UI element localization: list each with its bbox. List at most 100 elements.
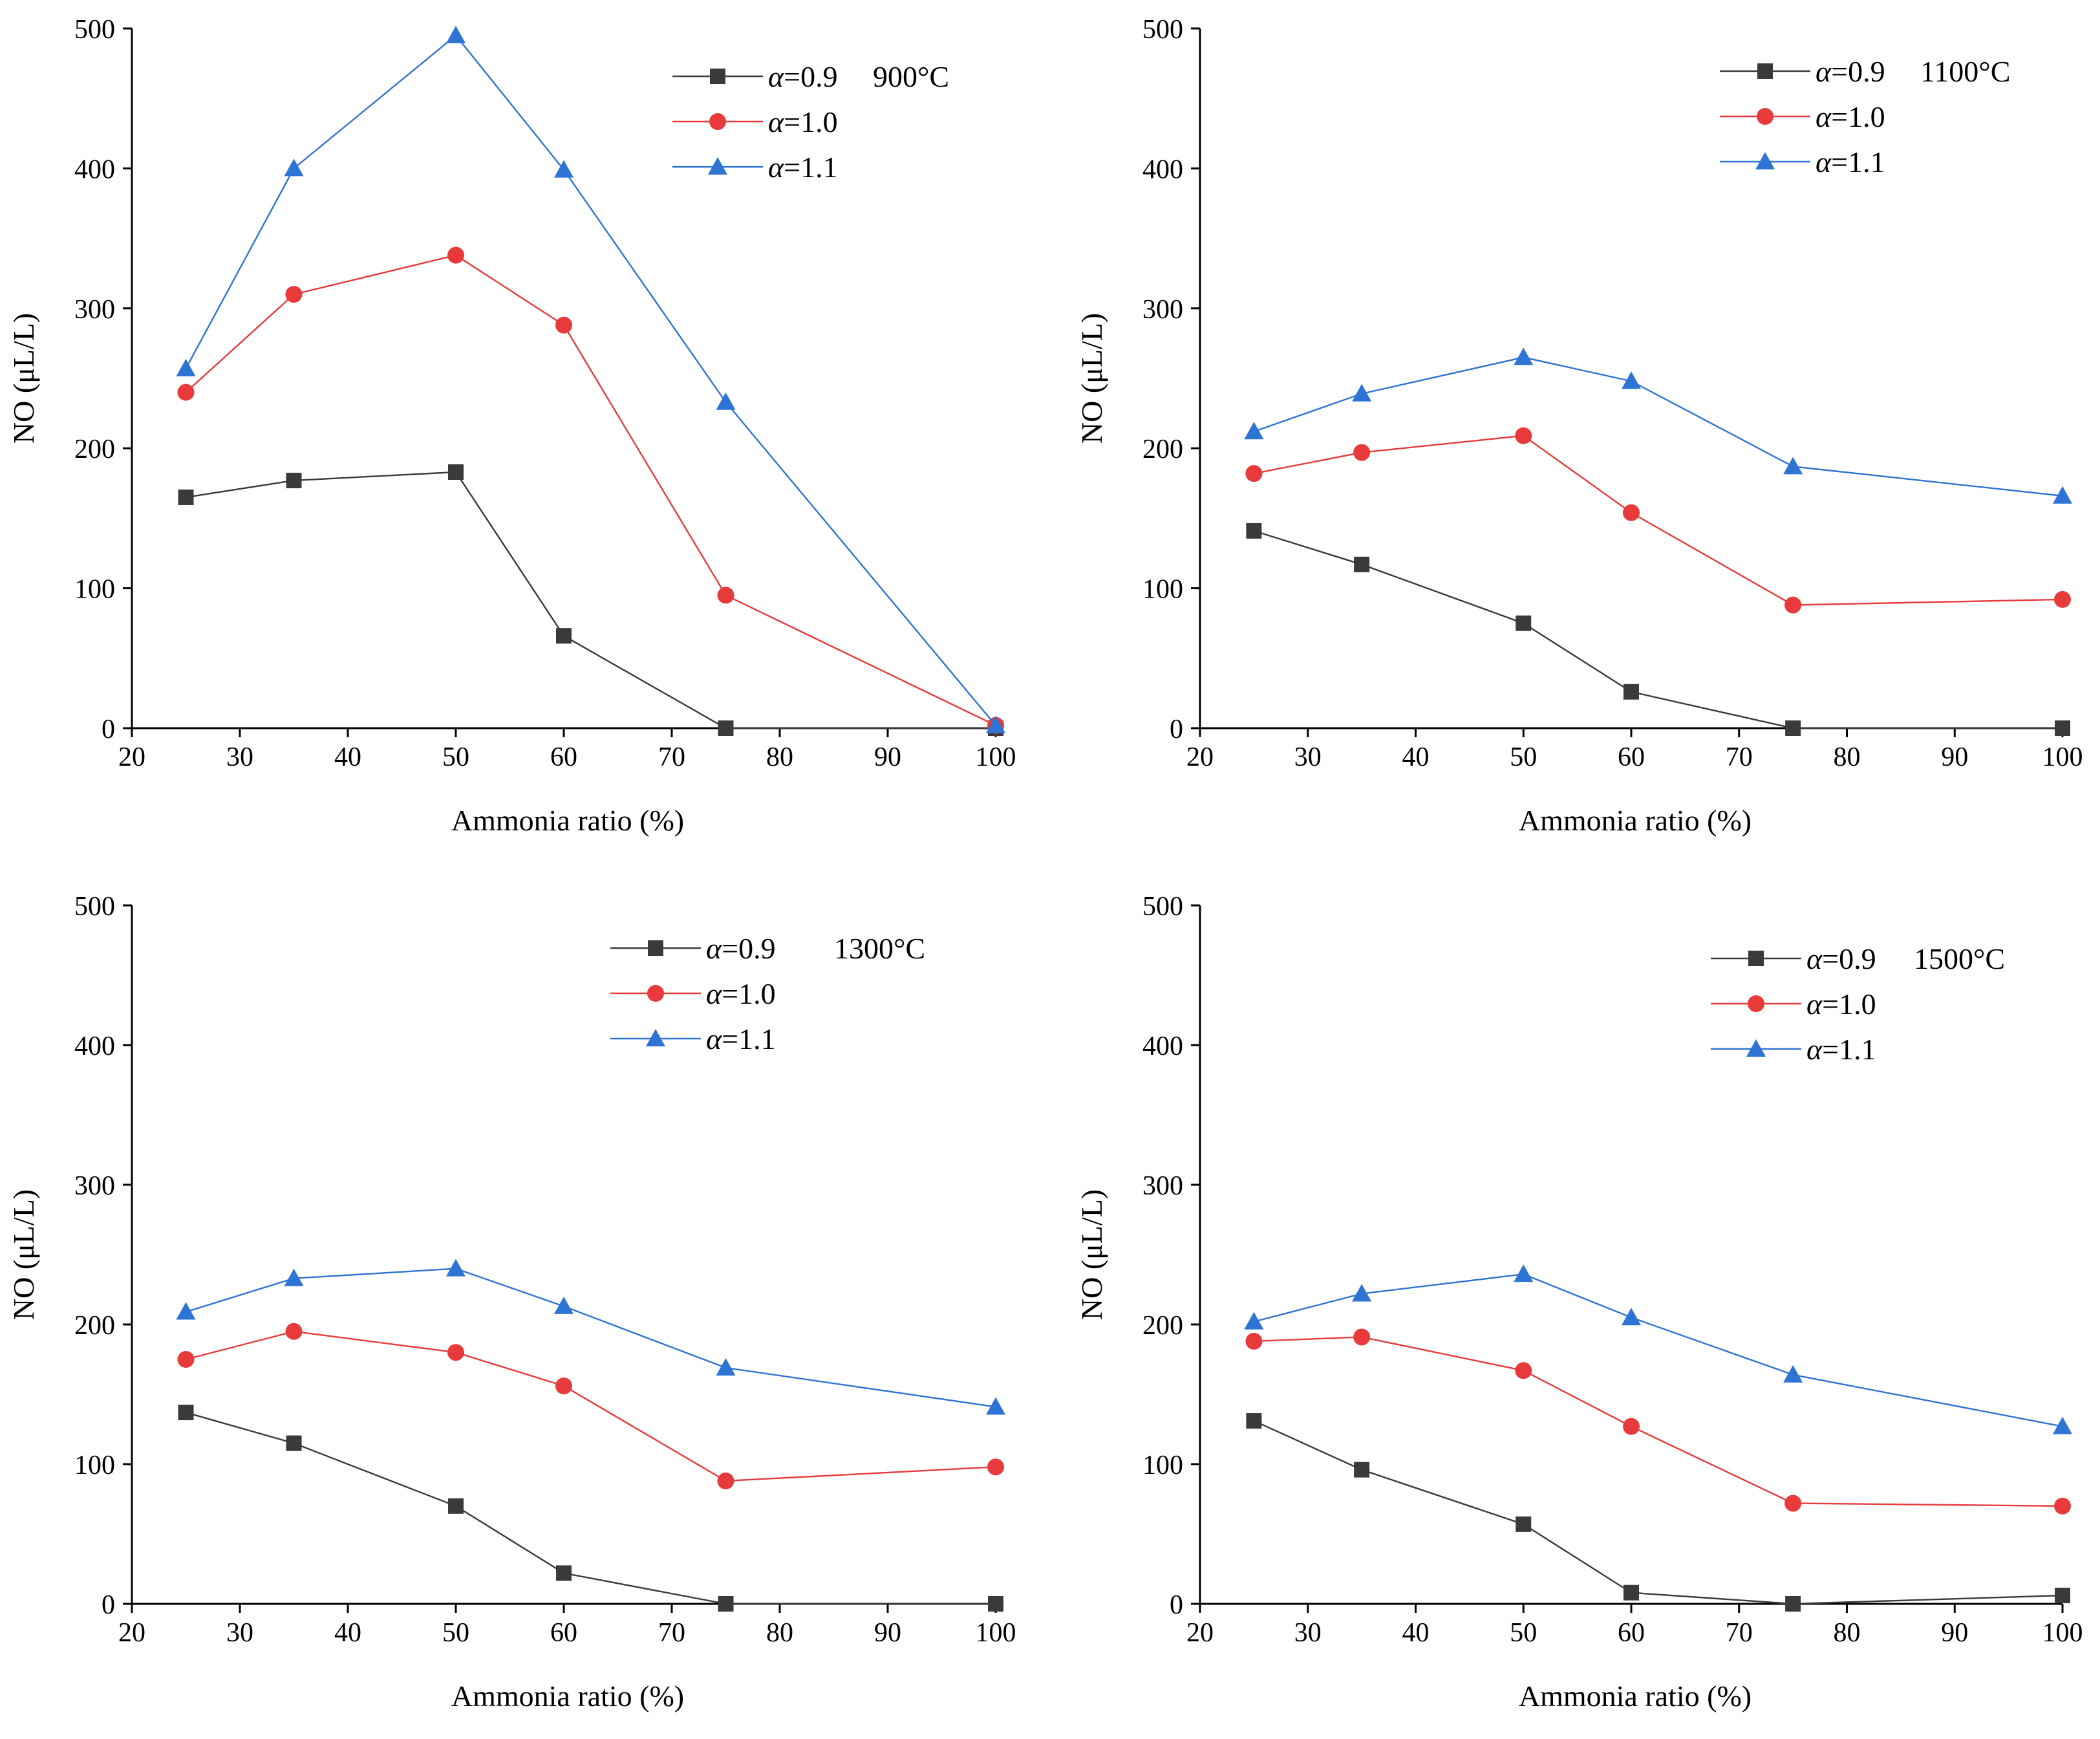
data-point (716, 1357, 736, 1376)
data-point (447, 1344, 464, 1361)
panel-3: 20 30 40 50 60 70 80 90 100 0 100 200 300 400 500 Ammon… (7, 892, 1016, 1712)
y-axis-title: NO (μL/L) (7, 313, 40, 444)
x-tick-label: 30 (226, 1618, 253, 1648)
x-tick-label: 50 (442, 742, 469, 772)
data-point (717, 587, 734, 604)
data-point (2053, 1416, 2072, 1434)
x-tick-label: 70 (658, 742, 685, 772)
data-point (556, 1565, 572, 1581)
legend-marker (1757, 63, 1773, 79)
data-point (448, 464, 464, 480)
y-tick-label: 500 (1142, 15, 1183, 45)
x-tick-label: 90 (874, 1618, 901, 1648)
temperature-label: 1500°C (1914, 942, 2005, 975)
legend-label: α=1.0 (768, 105, 838, 138)
series-line-2 (186, 1330, 996, 1482)
data-point (987, 1458, 1004, 1476)
y-tick-label: 100 (74, 575, 115, 605)
data-point (1353, 444, 1371, 461)
data-point (1515, 427, 1532, 444)
series-line-2 (185, 254, 996, 726)
temperature-label: 900°C (873, 60, 949, 93)
data-point (284, 158, 304, 177)
legend-label: α=1.1 (1816, 146, 1885, 178)
y-tick-label: 0 (1170, 1590, 1183, 1620)
x-tick-label: 20 (1186, 1618, 1214, 1648)
x-axis-title: Ammonia ratio (%) (1519, 804, 1752, 837)
x-tick-label: 80 (1834, 1618, 1861, 1648)
data-point (555, 1377, 572, 1395)
data-point (1785, 720, 1801, 736)
x-tick-label: 90 (874, 742, 901, 772)
x-tick-label: 40 (1402, 742, 1430, 772)
data-point (1783, 1365, 1803, 1383)
data-point (448, 1498, 464, 1514)
x-tick-label: 40 (334, 742, 361, 772)
data-point (447, 246, 464, 264)
data-point (286, 472, 302, 488)
y-tick-label: 100 (74, 1451, 115, 1480)
data-point (285, 286, 303, 303)
data-point (177, 383, 195, 401)
y-tick-label: 100 (1142, 575, 1183, 605)
data-point (1244, 1312, 1264, 1330)
data-point (718, 720, 734, 736)
x-tick-label: 70 (658, 1618, 685, 1648)
legend-marker (1755, 152, 1775, 169)
data-point (1623, 504, 1640, 521)
x-tick-label: 40 (1402, 1618, 1430, 1648)
data-point (555, 316, 572, 334)
temperature-label: 1300°C (834, 932, 925, 965)
y-tick-label: 500 (74, 892, 115, 922)
panel-2: 20 30 40 50 60 70 80 90 100 0 100 200 300 400 500 Ammon… (1075, 15, 2083, 837)
data-point (554, 1296, 573, 1314)
series-line-2 (1254, 1336, 2063, 1507)
legend-marker (710, 69, 725, 84)
series-line-3 (185, 34, 996, 726)
x-tick-label: 100 (976, 742, 1016, 772)
legend-label: α=0.9 (1816, 55, 1885, 88)
legend-label: α=1.0 (1816, 100, 1885, 133)
data-point (716, 392, 736, 410)
y-axis-title: NO (μL/L) (7, 1189, 40, 1320)
data-point (177, 1351, 195, 1368)
data-point (1783, 457, 1803, 475)
data-point (1245, 1332, 1263, 1350)
legend-marker (1748, 995, 1764, 1012)
data-point (1354, 556, 1370, 572)
data-point (554, 160, 573, 178)
legend-marker (1746, 1039, 1766, 1057)
y-tick-label: 200 (1142, 435, 1183, 464)
data-point (1352, 383, 1372, 402)
temperature-label: 1100°C (1920, 55, 2010, 88)
legend-marker (646, 1029, 665, 1046)
data-point (2055, 720, 2070, 736)
data-point (1353, 1328, 1371, 1346)
series-line-1 (1254, 530, 2062, 729)
panel-4: 20 30 40 50 60 70 80 90 100 0 100 200 300 400 500 Ammon… (1075, 892, 2083, 1712)
series-line-2 (1254, 435, 2063, 606)
x-tick-label: 100 (976, 1618, 1016, 1648)
x-tick-label: 60 (1618, 1618, 1645, 1648)
y-tick-label: 300 (1142, 295, 1183, 325)
x-tick-label: 20 (1186, 742, 1214, 772)
data-point (285, 1323, 303, 1340)
y-tick-label: 200 (1142, 1311, 1183, 1341)
x-axis-title: Ammonia ratio (%) (1519, 1680, 1752, 1712)
x-tick-label: 60 (550, 742, 577, 772)
legend-label: α=1.1 (768, 151, 838, 184)
y-axis-title: NO (μL/L) (1075, 1189, 1108, 1320)
legend-label: α=1.0 (1806, 988, 1876, 1021)
y-tick-label: 0 (102, 1590, 115, 1620)
y-tick-label: 200 (74, 435, 115, 464)
y-tick-label: 400 (1142, 1032, 1183, 1061)
y-tick-label: 0 (1170, 715, 1183, 744)
y-tick-label: 300 (1142, 1171, 1183, 1201)
data-point (1515, 1362, 1532, 1379)
data-point (1623, 1418, 1640, 1435)
x-tick-label: 90 (1941, 742, 1968, 772)
x-tick-label: 70 (1726, 1618, 1753, 1648)
legend-marker (648, 940, 663, 956)
